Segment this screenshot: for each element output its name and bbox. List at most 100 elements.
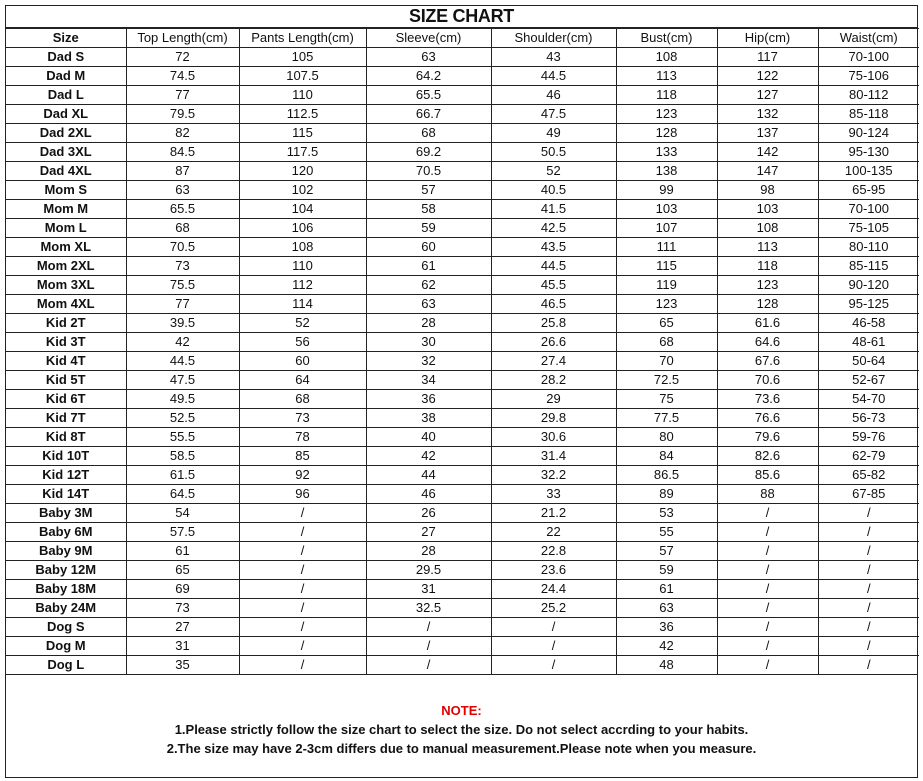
table-cell: 42 [125, 332, 240, 352]
table-cell: 55.5 [125, 427, 240, 447]
table-cell: 107.5 [238, 66, 367, 86]
size-label: Baby 24M [6, 598, 127, 618]
table-cell: 115 [615, 256, 718, 276]
table-cell: 64.2 [365, 66, 492, 86]
table-cell: 59 [365, 218, 492, 238]
table-cell: 113 [716, 237, 819, 257]
table-cell: / [238, 655, 367, 674]
column-header: Bust(cm) [615, 28, 718, 48]
size-label: Kid 8T [6, 427, 127, 447]
size-label: Mom 3XL [6, 275, 127, 295]
table-cell: 23.6 [490, 560, 617, 580]
table-cell: 75-105 [817, 218, 919, 238]
size-chart: SIZE CHART Size Top Length(cm) Pants Lengt… [5, 5, 919, 778]
table-cell: 89 [615, 484, 718, 504]
table-cell: 49 [490, 123, 617, 143]
size-label: Mom 4XL [6, 294, 127, 314]
size-table: Size Top Length(cm) Pants Length(cm) Sleeve… [6, 28, 919, 674]
table-cell: 65.5 [365, 85, 492, 105]
table-cell: 54 [125, 503, 240, 523]
table-cell: / [490, 655, 617, 674]
table-cell: 24.4 [490, 579, 617, 599]
size-label: Dad L [6, 85, 127, 105]
table-cell: 103 [716, 199, 819, 219]
table-row: Kid 12T 61.5 92 44 32.2 86.5 85.6 65-82 [6, 465, 919, 485]
column-header: Sleeve(cm) [365, 28, 492, 48]
table-cell: 52 [490, 161, 617, 181]
table-row: Mom 4XL 77 114 63 46.5 123 128 95-125 [6, 294, 919, 314]
table-cell: 100-135 [817, 161, 919, 181]
table-cell: 42.5 [490, 218, 617, 238]
table-cell: / [238, 503, 367, 523]
table-row: Kid 4T 44.5 60 32 27.4 70 67.6 50-64 [6, 351, 919, 371]
table-cell: 46-58 [817, 313, 919, 333]
table-row: Baby 12M 65/29.5 23.6 59// [6, 560, 919, 580]
table-cell: 56-73 [817, 408, 919, 428]
table-cell: 28.2 [490, 370, 617, 390]
table-cell: 102 [238, 180, 367, 200]
size-label: Baby 9M [6, 541, 127, 561]
table-cell: 61 [365, 256, 492, 276]
table-cell: 57 [615, 541, 718, 561]
table-cell: 59 [615, 560, 718, 580]
table-row: Dog M 31///42// [6, 636, 919, 656]
table-cell: 69 [125, 579, 240, 599]
table-cell: 32.2 [490, 465, 617, 485]
size-label: Baby 6M [6, 522, 127, 542]
table-cell: 115 [238, 123, 367, 143]
table-cell: 103 [615, 199, 718, 219]
table-cell: 123 [615, 104, 718, 124]
table-cell: 63 [125, 180, 240, 200]
column-header: Pants Length(cm) [238, 28, 367, 48]
table-cell: 31 [365, 579, 492, 599]
size-label: Dog S [6, 617, 127, 637]
table-cell: 25.8 [490, 313, 617, 333]
table-cell: 32 [365, 351, 492, 371]
table-cell: 28 [365, 541, 492, 561]
table-cell: 22.8 [490, 541, 617, 561]
table-cell: / [817, 579, 919, 599]
table-cell: 61 [125, 541, 240, 561]
table-cell: 48 [615, 655, 718, 674]
table-cell: 68 [615, 332, 718, 352]
table-cell: 26 [365, 503, 492, 523]
table-cell: 47.5 [490, 104, 617, 124]
table-cell: 32.5 [365, 598, 492, 618]
table-row: Dog S 27///36// [6, 617, 919, 637]
table-cell: 79.6 [716, 427, 819, 447]
size-label: Kid 3T [6, 332, 127, 352]
table-cell: 77 [125, 294, 240, 314]
table-cell: 133 [615, 142, 718, 162]
table-cell: 75-106 [817, 66, 919, 86]
table-cell: 108 [238, 237, 367, 257]
table-cell: 73 [238, 408, 367, 428]
table-cell: 105 [238, 47, 367, 67]
table-row: Kid 3T 42 56 30 26.6 68 64.6 48-61 [6, 332, 919, 352]
note-line-1: 1.Please strictly follow the size chart … [174, 722, 749, 737]
table-cell: 73.6 [716, 389, 819, 409]
table-cell: 84 [615, 446, 718, 466]
table-cell: 62-79 [817, 446, 919, 466]
table-cell: 76.6 [716, 408, 819, 428]
table-cell: 99 [615, 180, 718, 200]
table-cell: 95-125 [817, 294, 919, 314]
table-row: Mom XL 70.5 108 60 43.5 111 113 80-110 [6, 237, 919, 257]
table-row: Mom 2XL 73 110 61 44.5 115 118 85-115 [6, 256, 919, 276]
header-row: Size Top Length(cm) Pants Length(cm) Sleeve… [6, 28, 919, 48]
note-line-2: 2.The size may have 2-3cm differs due to… [166, 741, 757, 756]
table-row: Dad M 74.5 107.5 64.2 44.5 113 122 75-106 [6, 66, 919, 86]
table-cell: 47.5 [125, 370, 240, 390]
table-cell: 54-70 [817, 389, 919, 409]
table-cell: 74.5 [125, 66, 240, 86]
table-cell: 80-112 [817, 85, 919, 105]
table-cell: 65.5 [125, 199, 240, 219]
size-label: Dad 4XL [6, 161, 127, 181]
table-cell: 30.6 [490, 427, 617, 447]
table-cell: / [716, 560, 819, 580]
table-cell: 120 [238, 161, 367, 181]
table-row: Baby 9M 61/28 22.8 57// [6, 541, 919, 561]
table-row: Dad S 72 105 63 43 108 117 70-100 [6, 47, 919, 67]
table-cell: / [716, 598, 819, 618]
table-cell: 96 [238, 484, 367, 504]
table-cell: 68 [365, 123, 492, 143]
